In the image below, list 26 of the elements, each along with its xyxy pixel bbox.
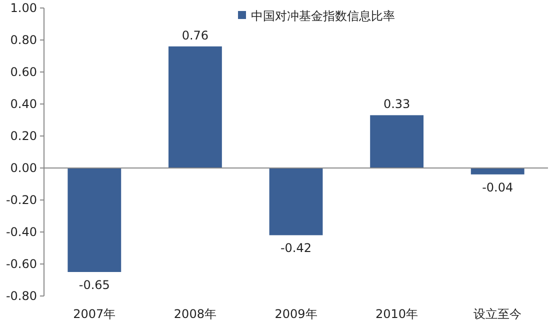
- data-label: -0.04: [482, 180, 514, 194]
- data-label: 0.33: [383, 97, 410, 112]
- y-tick-label: -0.20: [6, 193, 37, 207]
- y-tick-label: -0.40: [6, 225, 37, 239]
- legend: 中国对冲基金指数信息比率: [238, 9, 395, 23]
- bar: [68, 168, 122, 272]
- y-tick-label: -0.80: [6, 289, 37, 303]
- data-label: -0.42: [280, 241, 312, 256]
- y-tick-label: 0.80: [10, 33, 37, 47]
- data-label: -0.65: [78, 278, 110, 292]
- bar: [168, 46, 222, 168]
- y-tick-label: 0.00: [10, 161, 37, 175]
- data-label: 0.76: [182, 28, 209, 42]
- bar: [269, 168, 323, 236]
- y-tick-label: 1.00: [10, 1, 37, 15]
- x-tick-label: 2008年: [174, 307, 216, 321]
- bar: [470, 168, 524, 174]
- y-tick-label: 0.60: [10, 65, 37, 79]
- x-tick-label: 2007年: [73, 307, 116, 321]
- x-tick-label: 2010年: [376, 307, 418, 321]
- y-tick-label: 0.20: [10, 129, 37, 143]
- x-tick-label: 设立至今: [474, 307, 522, 321]
- y-tick-label: -0.60: [6, 257, 37, 271]
- x-tick-label: 2009年: [274, 307, 318, 321]
- y-tick-label: 0.40: [10, 97, 37, 111]
- bar: [370, 115, 424, 168]
